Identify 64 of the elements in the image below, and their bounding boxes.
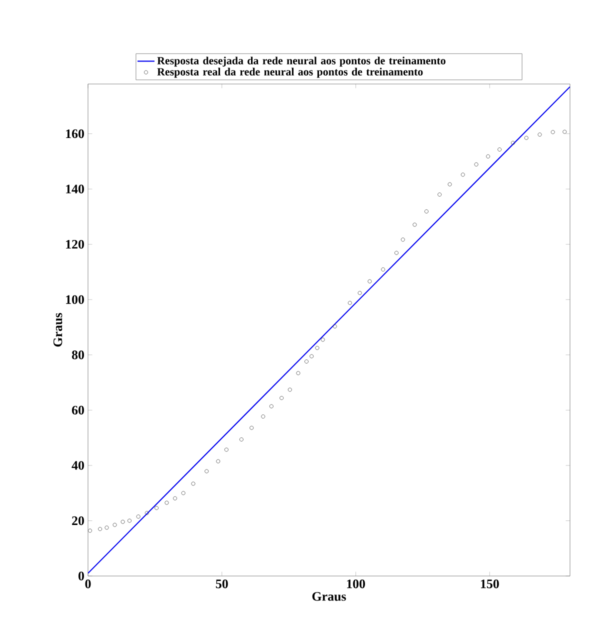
y-tick-label: 160: [66, 129, 84, 138]
point: [224, 448, 228, 452]
point: [250, 426, 254, 430]
point: [261, 414, 266, 419]
point: [136, 514, 140, 519]
point: [296, 371, 300, 376]
legend-label: Resposta desejada da rede neural aos pontos de treinamento: [157, 56, 446, 67]
point: [98, 527, 102, 532]
point: [88, 528, 92, 533]
point: [424, 209, 428, 214]
point: [358, 290, 362, 295]
x-tick-label: 100: [347, 580, 366, 588]
point: [269, 404, 274, 408]
point: [315, 346, 320, 350]
y-tick-label: 120: [66, 240, 84, 249]
point: [144, 510, 149, 515]
point: [438, 192, 442, 197]
point: [498, 148, 502, 152]
point: [332, 324, 337, 328]
y-tick-label: 40: [72, 461, 84, 470]
y-tick-label: 0: [78, 572, 84, 580]
x-tick-label: 0: [85, 580, 91, 588]
point: [310, 354, 314, 358]
point: [460, 172, 465, 177]
point: [368, 279, 372, 284]
point: [486, 154, 490, 158]
point: [288, 388, 292, 392]
point: [164, 500, 169, 505]
point: [412, 222, 417, 227]
point: [104, 526, 109, 530]
point: [216, 459, 220, 464]
point: [538, 132, 542, 137]
point: [120, 520, 125, 524]
point: [239, 437, 244, 442]
y-tick-label: 100: [66, 295, 84, 304]
point: [304, 360, 308, 364]
point: [128, 518, 132, 523]
point: [381, 267, 386, 272]
point: [280, 396, 284, 400]
legend-label: Resposta real da rede neural aos pontos de treinamento: [157, 68, 423, 78]
point: [348, 300, 352, 305]
point: [112, 522, 117, 527]
point: [181, 491, 186, 496]
point: [320, 338, 325, 342]
y-axis-title: Graus: [53, 313, 62, 347]
point: [550, 130, 555, 134]
x-tick-label: 150: [480, 580, 499, 588]
point: [474, 162, 478, 166]
point: [173, 496, 178, 500]
x-tick-label: 50: [216, 580, 228, 588]
point: [204, 469, 209, 474]
y-tick-label: 20: [72, 516, 84, 526]
point: [191, 482, 196, 486]
x-axis-title: Graus: [312, 592, 346, 601]
point: [154, 506, 159, 510]
point: [510, 140, 515, 145]
point: [400, 238, 405, 242]
point: [394, 250, 398, 255]
y-tick-label: 80: [72, 350, 84, 360]
point: [524, 136, 528, 140]
y-tick-label: 140: [66, 184, 84, 194]
point: [562, 130, 567, 134]
point: [448, 182, 452, 186]
y-tick-label: 60: [72, 406, 84, 415]
